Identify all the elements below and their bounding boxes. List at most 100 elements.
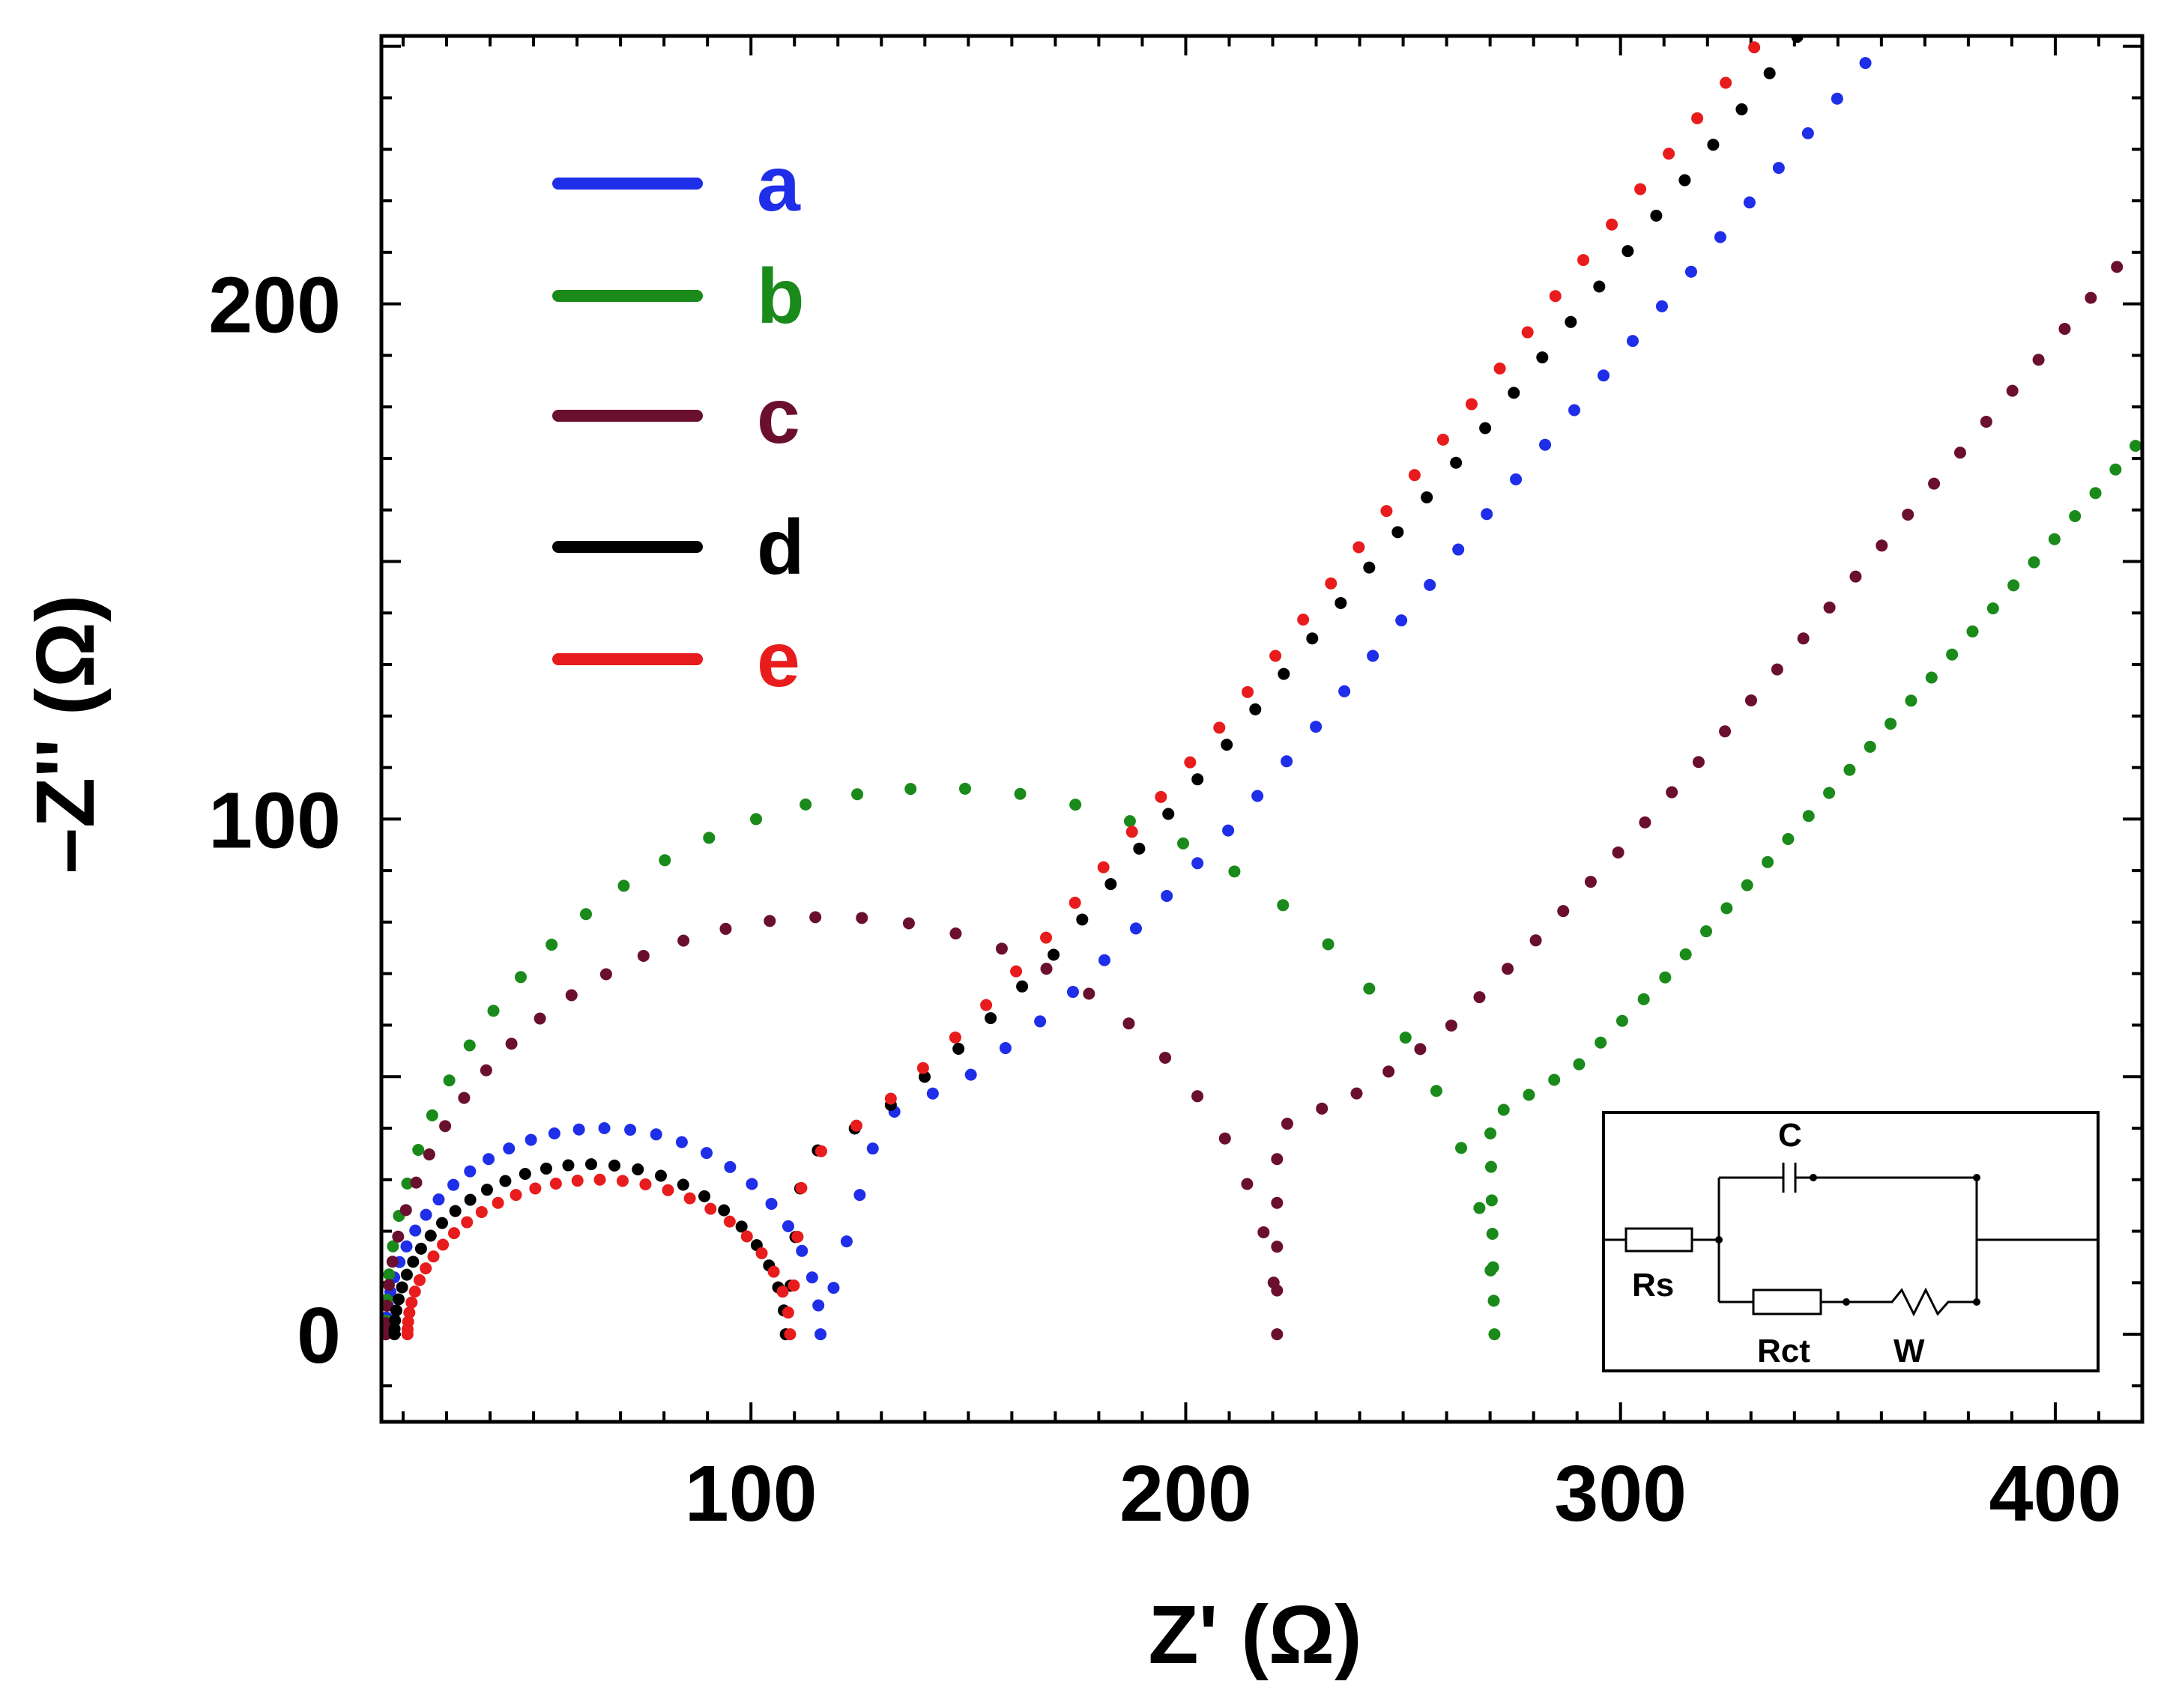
data-point-d (952, 1043, 965, 1056)
data-point-b (1616, 1014, 1628, 1027)
data-point-a (1510, 473, 1523, 485)
data-point-c (439, 1120, 452, 1133)
data-point-e (405, 1296, 418, 1309)
data-point-d (1763, 67, 1776, 79)
data-point-c (1122, 1017, 1135, 1030)
series-c (381, 261, 2124, 1341)
data-point-e (1493, 362, 1506, 375)
data-point-d (449, 1205, 462, 1217)
data-point-b (800, 798, 812, 811)
data-point-c (1666, 786, 1678, 799)
data-point-c (1928, 477, 1941, 490)
data-point-e (795, 1181, 808, 1194)
data-point-c (949, 927, 962, 940)
data-point-d (654, 1169, 667, 1182)
data-point-c (458, 1091, 471, 1104)
data-point-e (437, 1238, 450, 1251)
data-point-b (383, 1268, 396, 1281)
data-point-c (1980, 415, 1992, 428)
data-point-a (746, 1178, 758, 1190)
data-point-d (1391, 526, 1404, 539)
inset-node (1973, 1298, 1980, 1306)
data-point-c (1953, 446, 1966, 459)
data-point-d (1565, 315, 1577, 328)
data-point-a (814, 1328, 827, 1341)
data-point-c (1271, 1153, 1284, 1166)
data-point-a (675, 1136, 688, 1148)
data-point-b (1399, 1032, 1412, 1044)
data-point-c (1414, 1043, 1427, 1056)
data-points-layer (381, 36, 2142, 1341)
data-point-c (382, 1279, 395, 1291)
inset-node (1973, 1174, 1980, 1181)
data-point-a (483, 1153, 495, 1166)
data-point-e (1408, 469, 1421, 482)
data-point-e (1325, 577, 1338, 590)
data-point-b (1123, 815, 1136, 828)
data-point-b (1864, 740, 1876, 753)
data-point-b (401, 1177, 414, 1190)
data-point-e (1352, 541, 1365, 554)
data-point-d (540, 1162, 552, 1175)
data-point-c (1350, 1087, 1363, 1100)
data-point-e (1269, 649, 1282, 662)
data-point-d (400, 1268, 413, 1281)
data-point-c (809, 911, 822, 924)
data-point-c (1692, 756, 1705, 769)
data-point-b (1802, 810, 1815, 823)
data-point-c (1502, 963, 1514, 975)
data-point-c (505, 1038, 518, 1050)
data-point-c (1271, 1196, 1284, 1209)
data-point-b (412, 1143, 425, 1156)
data-point-a (1129, 922, 1142, 935)
data-point-d (1678, 174, 1691, 187)
data-point-d (1048, 948, 1060, 961)
data-point-c (1876, 539, 1888, 552)
data-point-b (1966, 625, 1979, 638)
data-point-b (1485, 1194, 1498, 1207)
data-point-a (624, 1124, 637, 1136)
data-point-d (1278, 667, 1290, 680)
series-b (381, 440, 2142, 1341)
data-point-a (1831, 92, 1843, 105)
data-point-c (1083, 987, 1095, 1000)
data-point-e (1691, 112, 1704, 124)
legend-label-d: d (757, 504, 805, 591)
data-point-c (1445, 1019, 1457, 1032)
data-point-e (884, 1092, 897, 1105)
data-point-b (545, 939, 558, 951)
data-point-b (617, 879, 630, 892)
data-point-a (1568, 404, 1581, 417)
data-point-d (584, 1158, 597, 1171)
data-point-a (724, 1160, 737, 1173)
data-point-c (995, 942, 1008, 955)
data-point-d (1306, 632, 1319, 645)
data-point-b (1069, 799, 1082, 811)
data-point-c (2006, 384, 2019, 397)
data-point-e (683, 1192, 696, 1205)
data-point-e (1155, 790, 1167, 803)
y-tick-label: 0 (297, 1291, 341, 1380)
data-point-b (1637, 993, 1650, 1005)
data-point-d (1363, 561, 1376, 574)
data-point-a (420, 1208, 432, 1221)
data-point-b (1277, 899, 1290, 912)
data-point-a (1714, 231, 1726, 243)
legend-label-b: b (757, 253, 805, 340)
data-point-a (1098, 954, 1110, 966)
data-point-c (764, 915, 776, 927)
data-point-e (784, 1328, 797, 1341)
data-point-c (1218, 1132, 1231, 1145)
data-point-d (396, 1281, 408, 1294)
data-point-e (767, 1265, 780, 1278)
data-point-b (1595, 1036, 1607, 1049)
data-point-a (1481, 508, 1493, 521)
plot-frame (379, 34, 2145, 1424)
data-point-b (580, 908, 593, 921)
data-point-d (1191, 773, 1204, 786)
data-point-e (510, 1189, 522, 1202)
data-point-c (2085, 291, 2097, 304)
data-point-a (812, 1299, 825, 1312)
